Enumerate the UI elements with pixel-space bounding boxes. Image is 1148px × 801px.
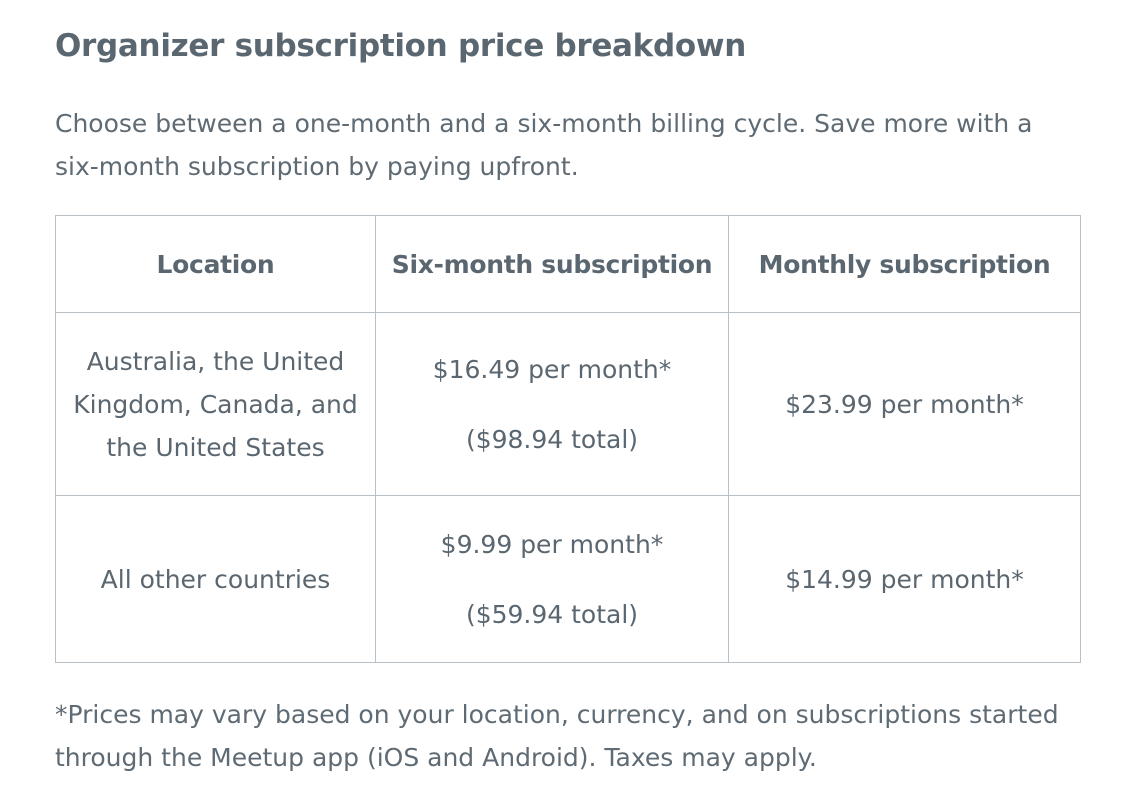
table-row: Australia, the United Kingdom, Canada, a… <box>55 312 1081 496</box>
header-monthly: Monthly subscription <box>728 215 1081 313</box>
header-six-month: Six-month subscription <box>375 215 729 313</box>
cell-six-month: $16.49 per month* ($98.94 total) <box>375 312 729 496</box>
intro-paragraph: Choose between a one-month and a six-mon… <box>55 109 1033 181</box>
cell-location: All other countries <box>55 495 376 663</box>
cell-monthly: $14.99 per month* <box>728 495 1081 663</box>
six-month-price: $16.49 per month* <box>432 354 672 384</box>
price-table: Location Six-month subscription Monthly … <box>55 215 1081 663</box>
table-header-row: Location Six-month subscription Monthly … <box>55 215 1081 313</box>
six-month-price: $9.99 per month* <box>440 529 664 559</box>
header-location: Location <box>55 215 376 313</box>
six-month-total: ($98.94 total) <box>465 424 639 454</box>
six-month-total: ($59.94 total) <box>465 599 639 629</box>
page-title: Organizer subscription price breakdown <box>55 28 746 64</box>
cell-monthly: $23.99 per month* <box>728 312 1081 496</box>
cell-six-month: $9.99 per month* ($59.94 total) <box>375 495 729 663</box>
footnote: *Prices may vary based on your location,… <box>55 700 1059 772</box>
table-row: All other countries $9.99 per month* ($5… <box>55 495 1081 663</box>
cell-location: Australia, the United Kingdom, Canada, a… <box>55 312 376 496</box>
